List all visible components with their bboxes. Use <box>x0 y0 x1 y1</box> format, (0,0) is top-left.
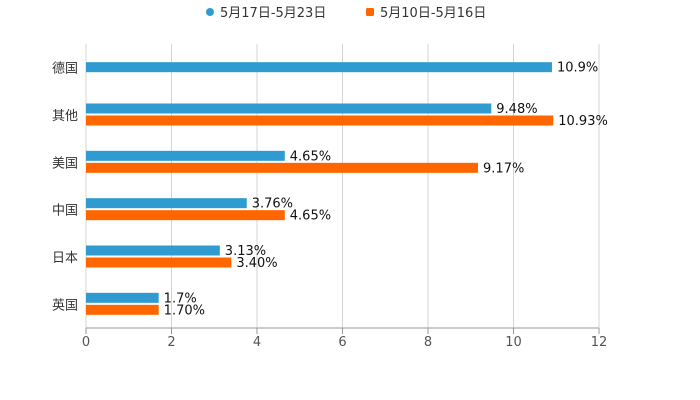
bar-英国-series-0[interactable] <box>86 292 159 303</box>
bar-中国-series-0[interactable] <box>86 198 247 209</box>
bar-中国-series-1[interactable] <box>86 210 285 221</box>
bar-日本-series-0[interactable] <box>86 245 220 256</box>
data-label: 3.40% <box>236 256 277 271</box>
legend-marker-circle-icon[interactable] <box>206 8 214 16</box>
x-tick-label: 6 <box>338 335 346 350</box>
bar-其他-series-1[interactable] <box>86 115 554 126</box>
x-tick-label: 4 <box>253 335 261 350</box>
x-tick-label: 10 <box>505 335 522 350</box>
bars <box>86 62 554 315</box>
category-label: 中国 <box>52 204 78 219</box>
category-label: 日本 <box>52 251 78 266</box>
bar-美国-series-0[interactable] <box>86 150 285 161</box>
data-label: 4.65% <box>290 209 331 224</box>
legend-label[interactable]: 5月17日-5月23日 <box>220 6 326 21</box>
category-label: 英国 <box>52 298 78 313</box>
data-label: 10.9% <box>557 61 598 76</box>
legend-label[interactable]: 5月10日-5月16日 <box>380 6 486 21</box>
data-label: 3.13% <box>225 244 266 259</box>
data-label: 10.93% <box>558 114 608 129</box>
legend[interactable]: 5月17日-5月23日 5月10日-5月16日 <box>206 6 486 21</box>
data-label: 3.76% <box>252 197 293 212</box>
category-label: 其他 <box>52 109 78 124</box>
x-tick-label: 12 <box>591 335 608 350</box>
data-labels: 10.9%9.48%10.93%4.65%9.17%3.76%4.65%3.13… <box>164 61 608 319</box>
data-label: 9.48% <box>496 102 537 117</box>
bar-德国-series-0[interactable] <box>86 62 552 73</box>
data-label: 9.17% <box>483 161 524 176</box>
x-axis: 0 2 4 6 8 10 12 <box>82 327 608 350</box>
category-label: 美国 <box>52 156 78 171</box>
x-tick-label: 0 <box>82 335 90 350</box>
bar-其他-series-0[interactable] <box>86 103 492 114</box>
bar-日本-series-1[interactable] <box>86 257 232 268</box>
x-tick-label: 8 <box>424 335 432 350</box>
data-label: 4.65% <box>290 149 331 164</box>
legend-marker-square-icon[interactable] <box>366 8 374 16</box>
bar-英国-series-1[interactable] <box>86 304 159 315</box>
data-label: 1.7% <box>164 291 197 306</box>
category-label: 德国 <box>52 62 78 77</box>
data-label: 1.70% <box>164 303 205 318</box>
x-tick-label: 2 <box>167 335 175 350</box>
bar-美国-series-1[interactable] <box>86 162 479 173</box>
grid <box>85 44 600 328</box>
